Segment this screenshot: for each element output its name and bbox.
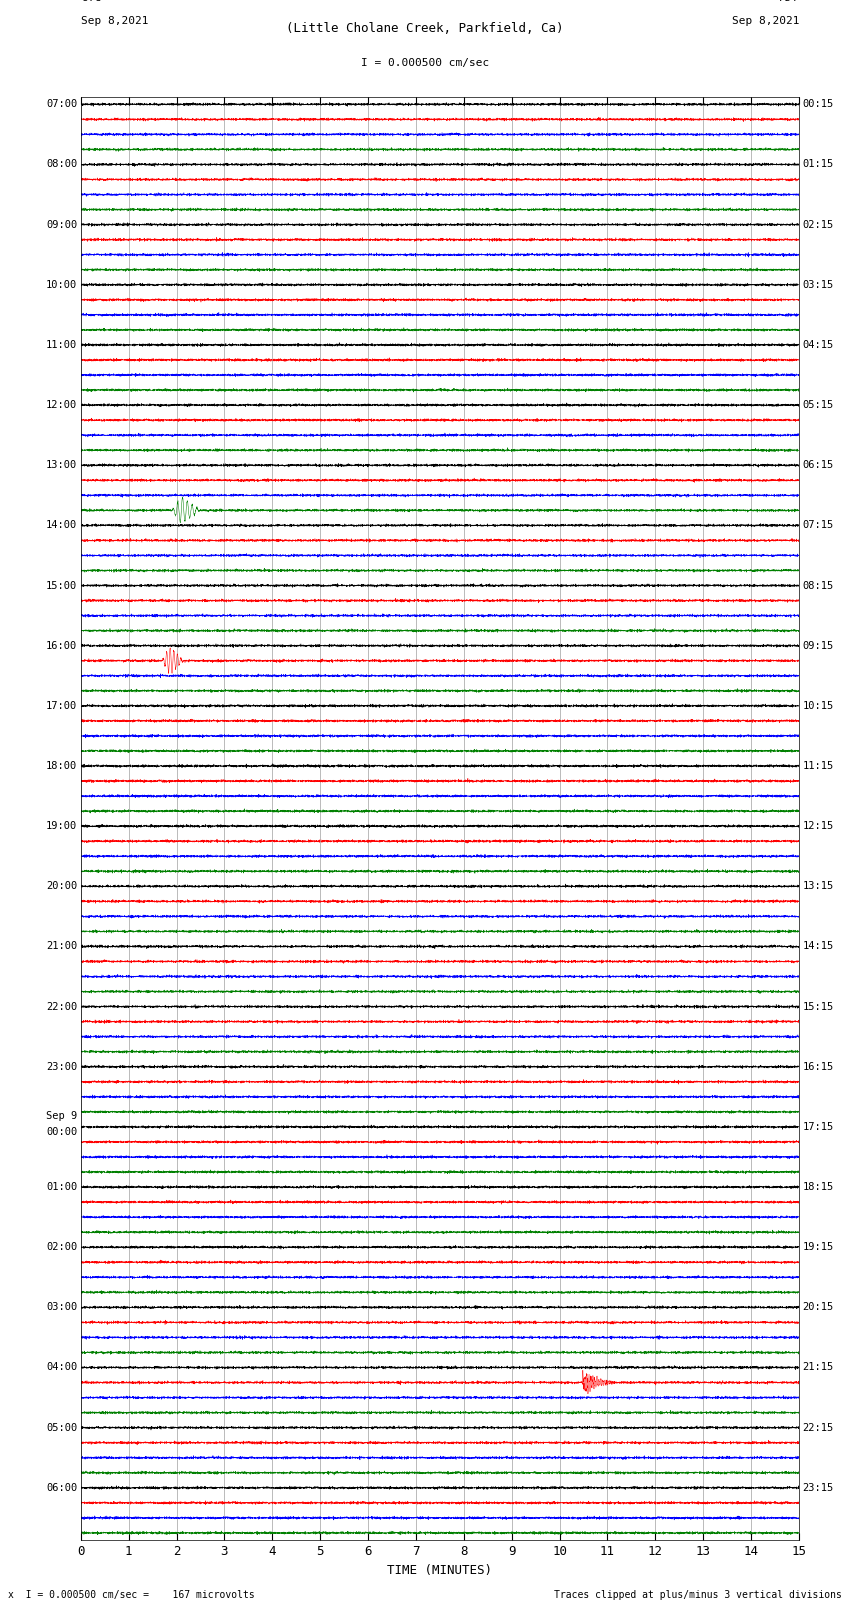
Text: 14:15: 14:15 — [802, 942, 834, 952]
Text: Sep 8,2021: Sep 8,2021 — [732, 16, 799, 26]
Text: 23:00: 23:00 — [46, 1061, 77, 1071]
Text: 21:00: 21:00 — [46, 942, 77, 952]
Text: 10:00: 10:00 — [46, 279, 77, 290]
Text: 08:15: 08:15 — [802, 581, 834, 590]
Text: PDT: PDT — [779, 0, 799, 3]
Text: x  I = 0.000500 cm/sec =    167 microvolts: x I = 0.000500 cm/sec = 167 microvolts — [8, 1590, 255, 1600]
Text: 15:00: 15:00 — [46, 581, 77, 590]
Text: 01:15: 01:15 — [802, 160, 834, 169]
Text: 11:00: 11:00 — [46, 340, 77, 350]
Text: 16:00: 16:00 — [46, 640, 77, 650]
Text: 03:00: 03:00 — [46, 1302, 77, 1313]
Text: 13:15: 13:15 — [802, 881, 834, 892]
Text: 11:15: 11:15 — [802, 761, 834, 771]
Text: 05:15: 05:15 — [802, 400, 834, 410]
Text: Traces clipped at plus/minus 3 vertical divisions: Traces clipped at plus/minus 3 vertical … — [553, 1590, 842, 1600]
Text: 00:00: 00:00 — [46, 1127, 77, 1137]
Text: (Little Cholane Creek, Parkfield, Ca): (Little Cholane Creek, Parkfield, Ca) — [286, 23, 564, 35]
Text: 07:00: 07:00 — [46, 100, 77, 110]
Text: 04:15: 04:15 — [802, 340, 834, 350]
Text: 05:00: 05:00 — [46, 1423, 77, 1432]
Text: 14:00: 14:00 — [46, 521, 77, 531]
Text: LCCB DP1 BP 40: LCCB DP1 BP 40 — [366, 0, 484, 3]
Text: 21:15: 21:15 — [802, 1363, 834, 1373]
Text: 23:15: 23:15 — [802, 1482, 834, 1492]
Text: 09:15: 09:15 — [802, 640, 834, 650]
Text: 06:00: 06:00 — [46, 1482, 77, 1492]
Text: 19:15: 19:15 — [802, 1242, 834, 1252]
X-axis label: TIME (MINUTES): TIME (MINUTES) — [388, 1565, 492, 1578]
Text: 03:15: 03:15 — [802, 279, 834, 290]
Text: I = 0.000500 cm/sec: I = 0.000500 cm/sec — [361, 58, 489, 68]
Text: Sep 8,2021: Sep 8,2021 — [81, 16, 148, 26]
Text: 12:00: 12:00 — [46, 400, 77, 410]
Text: 00:15: 00:15 — [802, 100, 834, 110]
Text: 06:15: 06:15 — [802, 460, 834, 471]
Text: 09:00: 09:00 — [46, 219, 77, 229]
Text: 18:15: 18:15 — [802, 1182, 834, 1192]
Text: 17:15: 17:15 — [802, 1123, 834, 1132]
Text: 12:15: 12:15 — [802, 821, 834, 831]
Text: 16:15: 16:15 — [802, 1061, 834, 1071]
Text: UTC: UTC — [81, 0, 101, 3]
Text: 01:00: 01:00 — [46, 1182, 77, 1192]
Text: 22:15: 22:15 — [802, 1423, 834, 1432]
Text: 08:00: 08:00 — [46, 160, 77, 169]
Text: 20:00: 20:00 — [46, 881, 77, 892]
Text: 22:00: 22:00 — [46, 1002, 77, 1011]
Text: 04:00: 04:00 — [46, 1363, 77, 1373]
Text: 02:15: 02:15 — [802, 219, 834, 229]
Text: 02:00: 02:00 — [46, 1242, 77, 1252]
Text: 18:00: 18:00 — [46, 761, 77, 771]
Text: 07:15: 07:15 — [802, 521, 834, 531]
Text: Sep 9: Sep 9 — [46, 1111, 77, 1121]
Text: 10:15: 10:15 — [802, 700, 834, 711]
Text: 13:00: 13:00 — [46, 460, 77, 471]
Text: 20:15: 20:15 — [802, 1302, 834, 1313]
Text: 15:15: 15:15 — [802, 1002, 834, 1011]
Text: 19:00: 19:00 — [46, 821, 77, 831]
Text: 17:00: 17:00 — [46, 700, 77, 711]
